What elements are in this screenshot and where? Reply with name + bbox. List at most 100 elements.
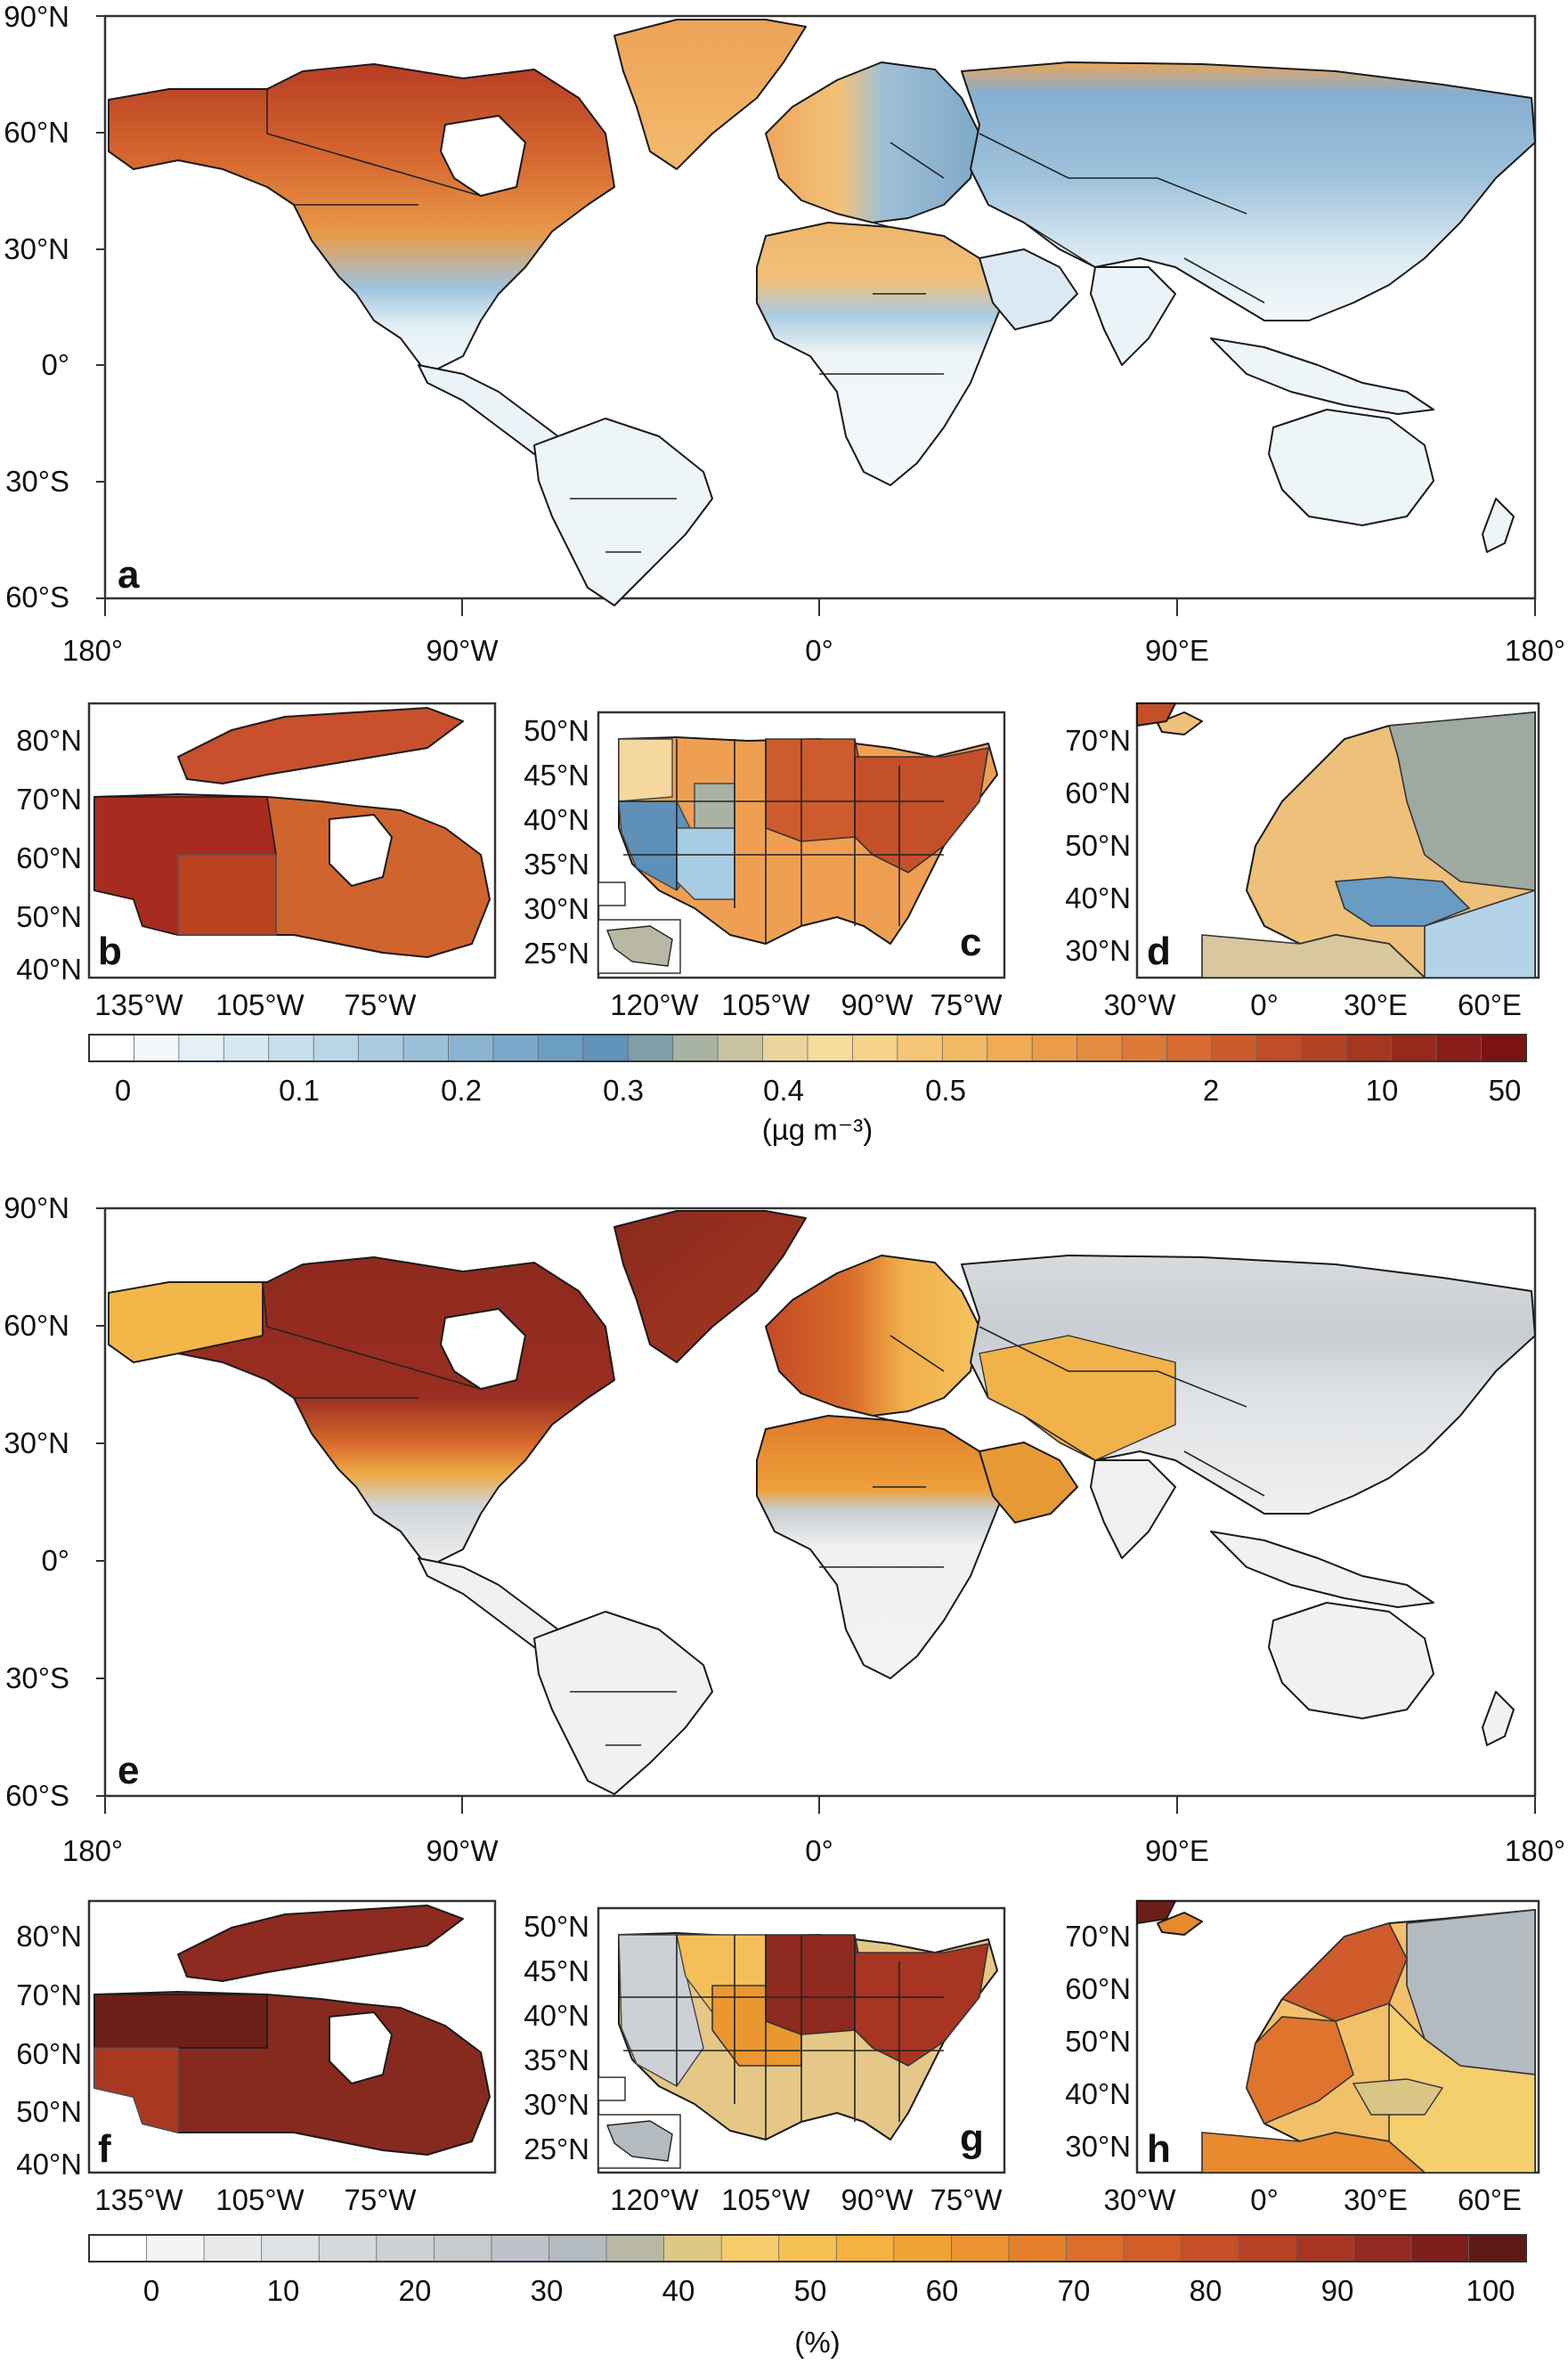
map-panel-h: 70°N 60°N 50°N 40°N 30°N 30°W 0° 30°E 60… [1065,1899,1540,2216]
lon-label: 75°W [930,988,1003,1021]
lat-label: 25°N [524,937,589,970]
colorbar-tick-label: 70 [1058,2274,1091,2307]
region-prairies-b [177,854,277,936]
lat-label: 80°N [16,1920,82,1953]
lon-label: 90°E [1145,1834,1209,1867]
colorbar-cell [433,2234,492,2262]
landmass-europe-e [765,1255,980,1417]
lon-label: 90°W [841,988,914,1021]
map-panel-d: 70°N 60°N 50°N 40°N 30°N 30°W 0° 30°E 60… [1065,702,1540,1021]
lon-label: 105°W [721,988,810,1021]
state-borders-g [619,1935,944,2140]
colorbar-tick-label: 0 [115,1074,131,1107]
colorbar-cell [893,2234,953,2262]
lon-label: 75°W [930,2183,1003,2216]
colorbar-cell [663,2234,723,2262]
colorbar-cell [897,1034,944,1062]
lon-label: 30°W [1103,988,1176,1021]
lat-label: 60°N [1065,1972,1131,2005]
landmass-iceland-h [1157,1912,1203,1936]
map-panel-a: 90°N 60°N 30°N 0° 30°S 60°S 180° 90°W 0°… [4,0,1565,667]
colorbar-cell [1123,2234,1182,2262]
region-east-g [854,1942,989,2067]
landmass-southeast-asia-a [1210,337,1434,415]
landmass-europe-a [765,61,980,223]
lat-label: 60°N [4,116,69,149]
region-alaska-e [108,1281,264,1363]
landmass-alaska-c [606,925,673,967]
colorbar-cell [1166,1034,1213,1062]
region-bc-f [93,2047,179,2133]
landmass-north-america-a [108,63,615,375]
lat-axis-f: 80°N 70°N 60°N 50°N 40°N [16,1920,82,2181]
lat-label: 50°N [16,900,82,933]
colorbar-tick-label: 10 [267,2274,300,2307]
lat-label: 40°N [524,803,589,836]
lat-label: 35°N [524,848,589,881]
map-panel-e: 90°N 60°N 30°N 0° 30°S 60°S 180° 90°W 0°… [4,1191,1565,1867]
region-east-c [854,746,989,873]
colorbar-cell [318,2234,378,2262]
lat-label: 0° [41,348,69,381]
lat-axis-g: 50°N 45°N 40°N 35°N 30°N 25°N [524,1910,589,2165]
landmass-south-america-a [533,418,713,606]
lon-label: 120°W [610,2183,699,2216]
colorbar-cell [1076,1034,1123,1062]
landmass-greenland-a [613,19,807,170]
colorbar-cell [582,1034,630,1062]
landmass-alaska-g [606,2120,673,2162]
map-frame-b [87,702,497,979]
lat-label: 50°N [1065,829,1131,862]
colorbar-tick-label: 2 [1203,1074,1219,1107]
panel-label-e: e [118,1749,139,1792]
colorbar-2-unit: (%) [794,2326,840,2359]
colorbar-1-frame [88,1034,1527,1062]
landmass-greenland-tip-h [1136,1900,1176,1924]
landmass-asia-a [961,61,1536,321]
landmass-arabia-e [979,1442,1078,1523]
map-frame-f [87,1899,497,2174]
lat-label: 45°N [524,759,589,792]
colorbar-cell [492,1034,540,1062]
map-frame-g [597,1906,1006,2174]
colorbar-2-ticks: 0 10 20 30 40 50 60 70 80 90 100 [143,2274,1515,2307]
colorbar-tick-label: 20 [399,2274,432,2307]
colorbar-cell [88,1034,135,1062]
colorbar-cell [762,1034,808,1062]
colorbar-cell [807,1034,854,1062]
colorbar-cell [1238,2234,1297,2262]
colorbar-cell [627,1034,674,1062]
colorbar-cell [778,2234,838,2262]
lat-label: 80°N [16,724,82,757]
lat-label: 70°N [1065,1920,1131,1953]
map-panel-c: 50°N 45°N 40°N 35°N 30°N 25°N 120°W 105°… [524,711,1006,1021]
colorbar-cell [1066,2234,1125,2262]
panel-label-f: f [98,2127,111,2171]
colorbar-cell [203,2234,263,2262]
colorbar-cell [1031,1034,1078,1062]
colorbar-cell [537,1034,584,1062]
colorbar-cell [1255,1034,1303,1062]
lon-label: 30°E [1344,2183,1408,2216]
region-midwest-g [765,1934,865,2035]
colorbar-cell [448,1034,494,1062]
region-north-africa-h [1201,2132,1427,2173]
lon-label: 0° [805,1834,833,1867]
colorbar-cell [313,1034,360,1062]
landmass-greenland-e [613,1210,807,1363]
lon-label: 90°W [841,2183,914,2216]
lat-axis-b: 80°N 70°N 60°N 50°N 40°N [16,724,82,986]
colorbar-tick-label: 30 [531,2274,564,2307]
lon-label: 75°W [344,2183,417,2216]
lon-label: 105°W [215,988,305,1021]
lon-axis-d: 30°W 0° 30°E 60°E [1103,988,1521,1021]
panel-label-a: a [118,553,140,597]
lat-label: 90°N [4,1191,69,1224]
colorbar-cell [987,1034,1034,1062]
lat-label: 35°N [524,2043,589,2076]
colorbar-tick-label: 100 [1466,2274,1515,2307]
map-frame-c [597,711,1006,979]
lat-label: 30°N [4,1426,69,1459]
hudson-bay-a [439,114,527,198]
colorbar-2-cells [88,2234,1527,2262]
